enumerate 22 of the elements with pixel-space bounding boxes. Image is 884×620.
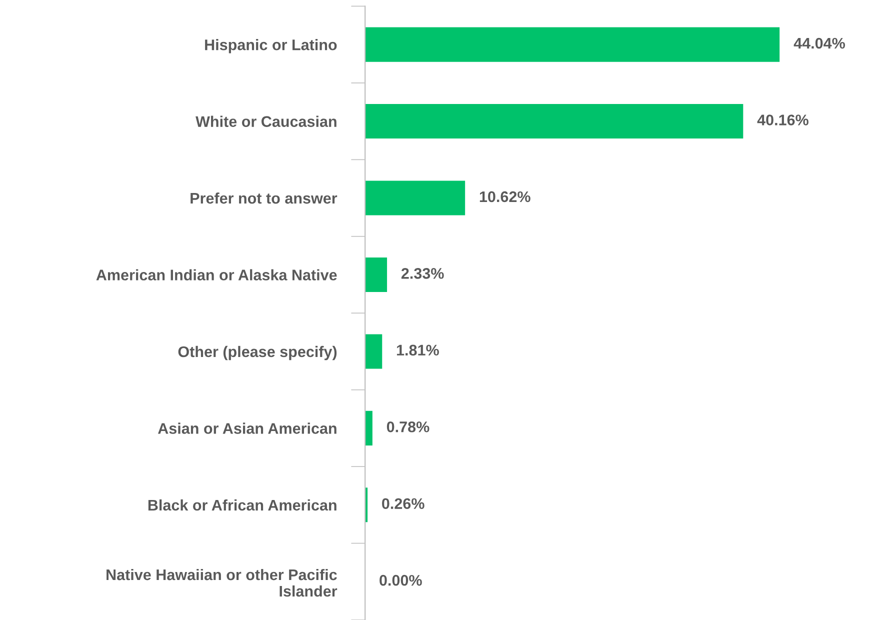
y-tick-label: Native Hawaiian or other Pacific Islander — [106, 568, 338, 597]
data-label: 0.00% — [380, 574, 422, 586]
bar — [365, 257, 388, 292]
y-tick-label: American Indian or Alaska Native — [96, 269, 337, 280]
y-tick-label: Black or African American — [148, 499, 336, 511]
data-label: 0.26% — [382, 498, 424, 510]
y-tick-label: Other (please specify) — [178, 346, 337, 360]
bar — [365, 104, 744, 139]
y-tick-label: Hispanic or Latino — [205, 39, 337, 54]
data-label: 10.62% — [480, 191, 530, 202]
y-tick-label: Asian or Asian American — [158, 422, 336, 434]
data-label: 1.81% — [396, 344, 439, 356]
bar — [365, 27, 780, 62]
bar — [365, 180, 466, 216]
data-label: 44.04% — [794, 38, 845, 49]
data-label: 2.33% — [401, 268, 444, 279]
bar — [365, 410, 372, 446]
bar — [365, 334, 382, 369]
data-label: 40.16% — [757, 114, 808, 126]
data-label: 0.78% — [386, 421, 430, 432]
y-tick-label: White or Caucasian — [196, 116, 336, 127]
y-tick-label: Prefer not to answer — [190, 192, 338, 204]
